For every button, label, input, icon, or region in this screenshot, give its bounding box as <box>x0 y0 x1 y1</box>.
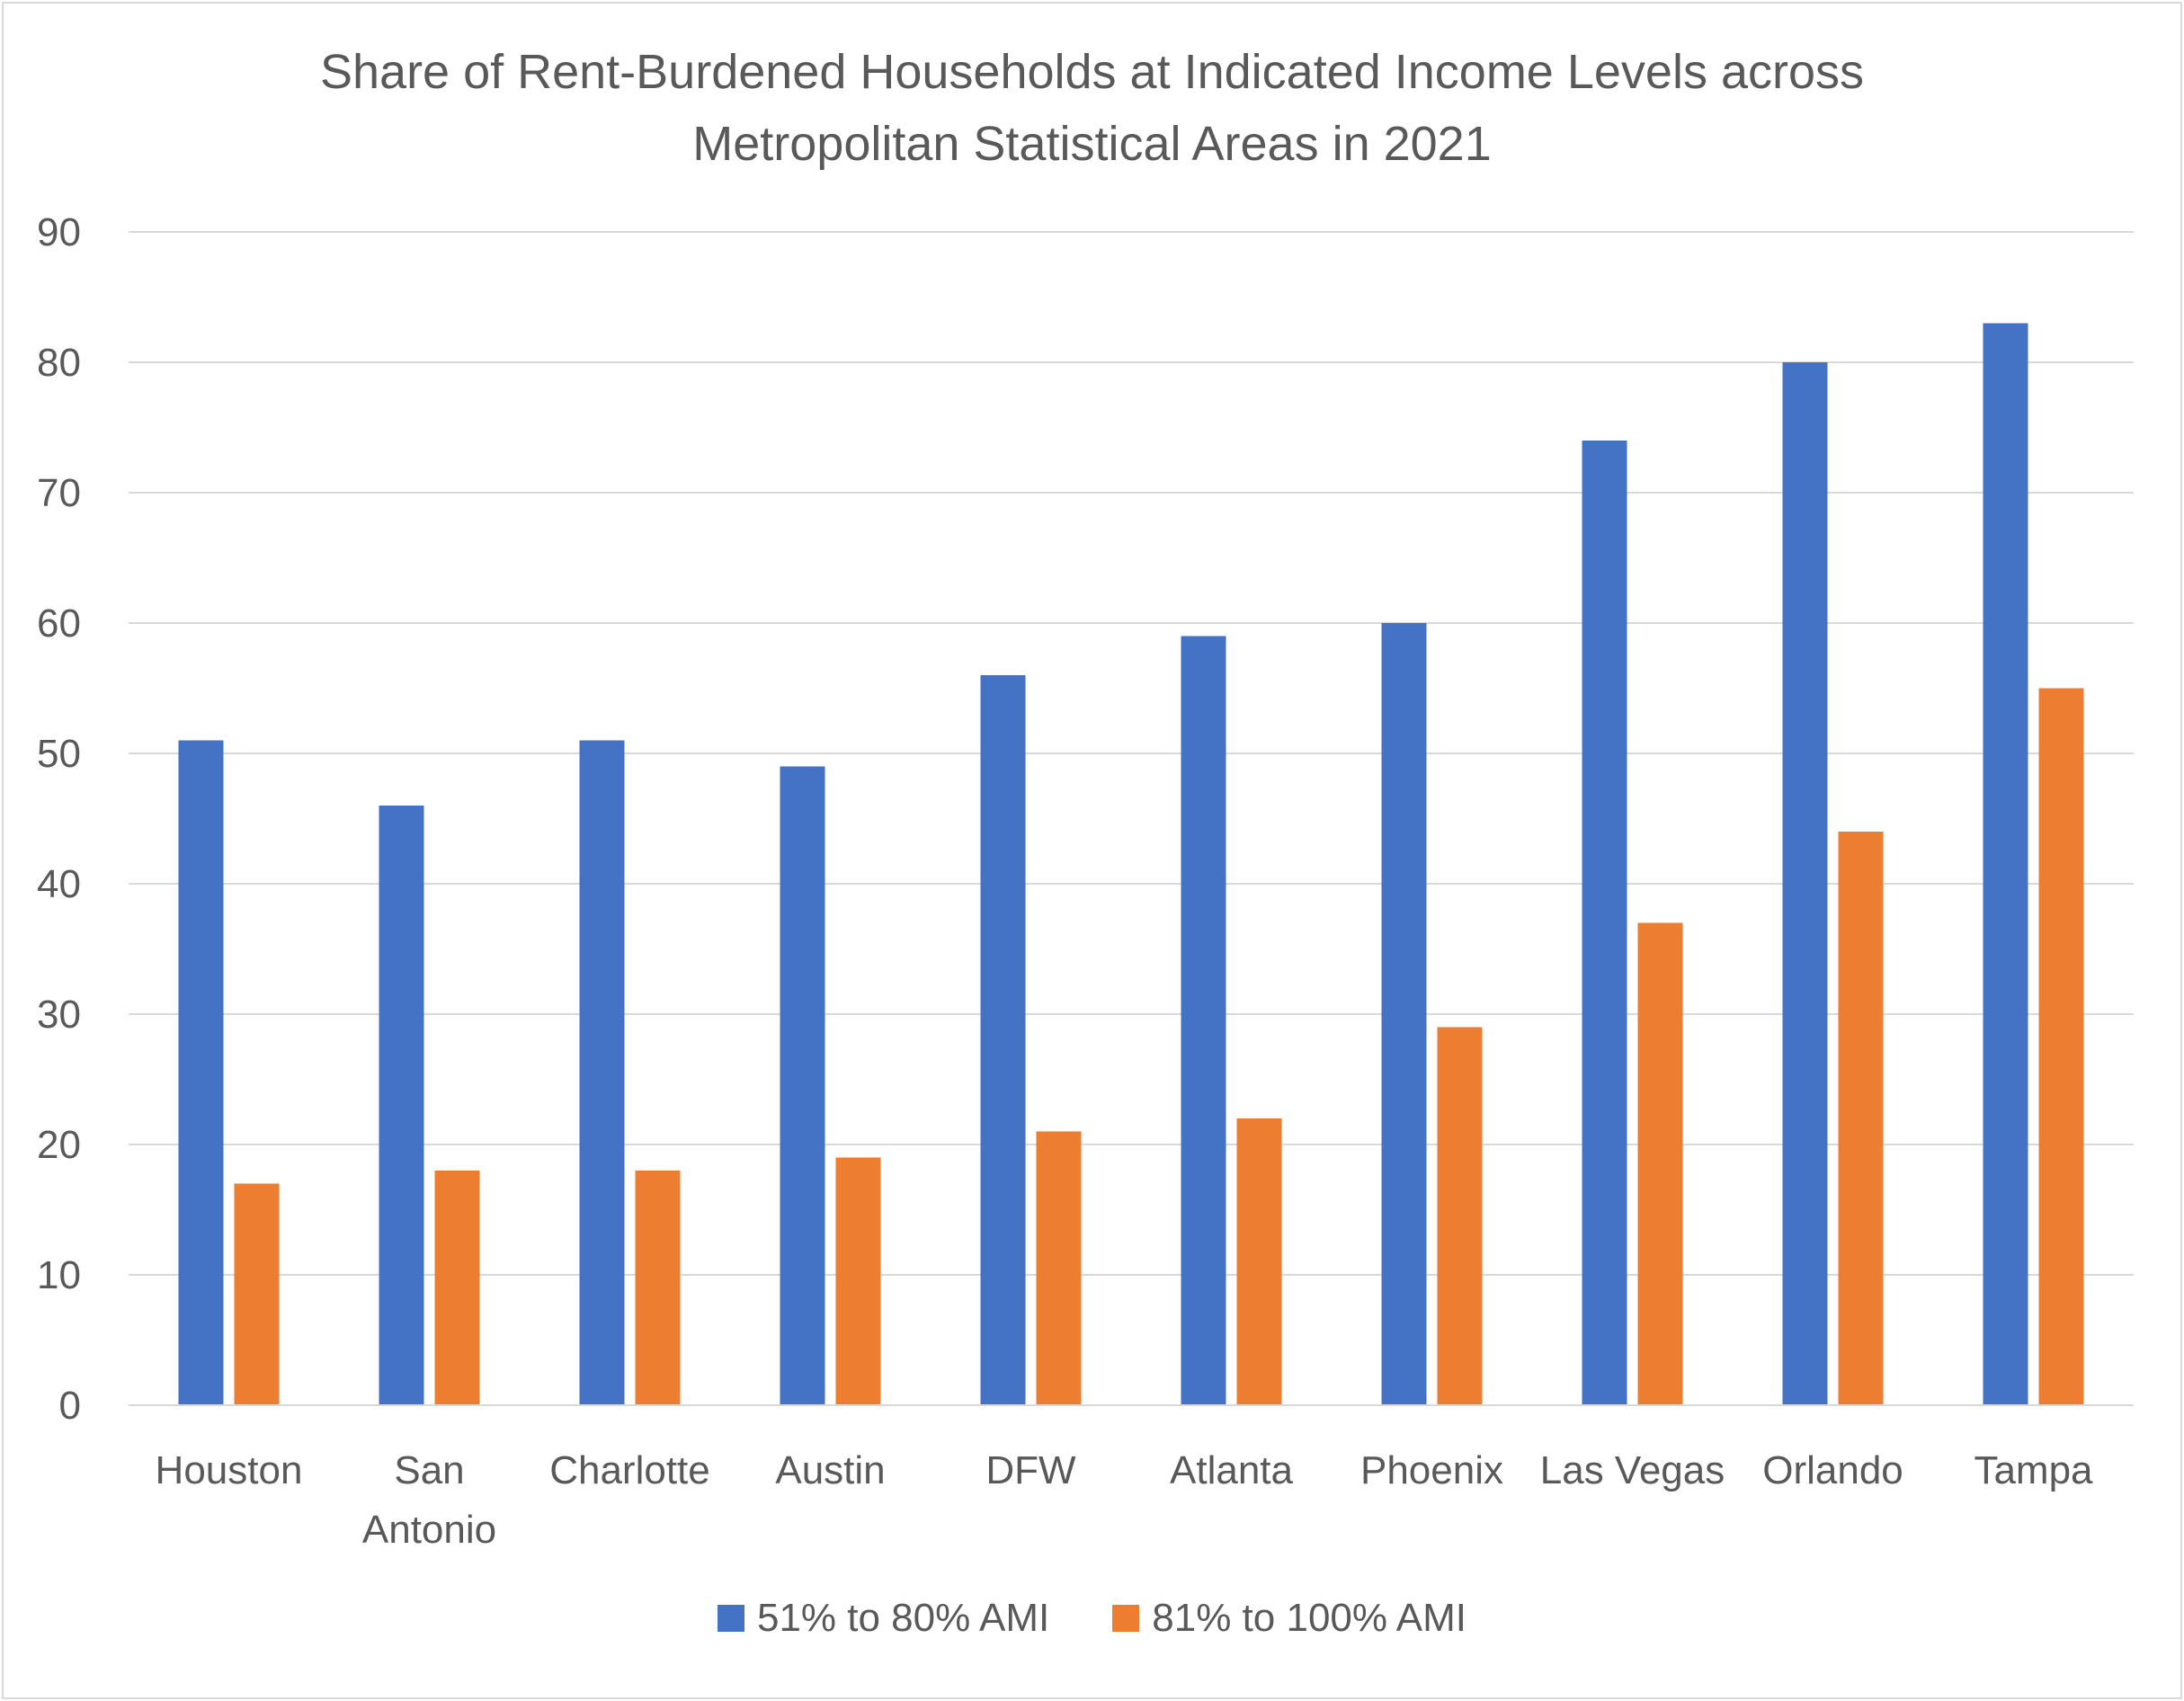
legend-label-series-1: 51% to 80% AMI <box>756 1596 1050 1640</box>
y-tick-label-60: 60 <box>37 601 81 646</box>
bar-atlanta-series-2 <box>1236 1118 1282 1405</box>
bar-phoenix-series-1 <box>1381 623 1427 1405</box>
bar-dfw-series-1 <box>980 675 1026 1405</box>
bar-austin-series-2 <box>835 1157 881 1405</box>
x-tick-label-austin: Austin <box>775 1448 885 1492</box>
y-tick-label-20: 20 <box>37 1123 81 1167</box>
y-tick-label-70: 70 <box>37 471 81 515</box>
x-tick-label-charlotte: Charlotte <box>549 1448 710 1492</box>
legend-swatch-series-2 <box>1112 1605 1140 1632</box>
x-tick-label-houston: Houston <box>156 1448 303 1492</box>
legend-swatch-series-1 <box>717 1605 744 1632</box>
bar-tampa-series-1 <box>1983 323 2028 1405</box>
bar-las-vegas-series-2 <box>1637 922 1683 1405</box>
y-tick-label-80: 80 <box>37 341 81 385</box>
y-tick-label-10: 10 <box>37 1253 81 1297</box>
legend-label-series-2: 81% to 100% AMI <box>1152 1596 1467 1640</box>
x-tick-label-orlando: Orlando <box>1762 1448 1903 1492</box>
bar-san-antonio-series-2 <box>434 1171 480 1405</box>
bar-phoenix-series-2 <box>1437 1027 1483 1405</box>
y-tick-label-0: 0 <box>59 1384 81 1428</box>
bar-dfw-series-2 <box>1036 1131 1082 1405</box>
bar-atlanta-series-1 <box>1181 636 1226 1405</box>
y-tick-label-90: 90 <box>37 210 81 254</box>
x-tick-label-phoenix: Phoenix <box>1360 1448 1503 1492</box>
chart-legend: 51% to 80% AMI 81% to 100% AMI <box>0 1596 2184 1641</box>
chart-title-line-2: Metropolitan Statistical Areas in 2021 <box>692 117 1492 171</box>
bar-charlotte-series-1 <box>579 740 625 1405</box>
legend-item-series-1: 51% to 80% AMI <box>717 1596 1050 1641</box>
x-tick-label-las-vegas: Las Vegas <box>1540 1448 1725 1492</box>
bar-houston-series-2 <box>234 1183 280 1405</box>
x-tick-label-tampa: Tampa <box>1974 1448 2093 1492</box>
x-tick-label-san-antonio: San Antonio <box>362 1448 496 1552</box>
bar-charlotte-series-2 <box>635 1171 681 1405</box>
x-tick-label-dfw: DFW <box>985 1448 1076 1492</box>
x-tick-label-atlanta: Atlanta <box>1170 1448 1294 1492</box>
chart-title: Share of Rent-Burdened Households at Ind… <box>0 36 2184 180</box>
bar-austin-series-1 <box>780 766 825 1405</box>
bar-houston-series-1 <box>178 740 224 1405</box>
bar-tampa-series-2 <box>2038 688 2084 1405</box>
bar-orlando-series-2 <box>1838 832 1884 1405</box>
y-tick-label-50: 50 <box>37 732 81 776</box>
y-tick-label-30: 30 <box>37 993 81 1037</box>
bar-san-antonio-series-1 <box>379 806 424 1405</box>
bar-orlando-series-1 <box>1782 362 1828 1405</box>
legend-item-series-2: 81% to 100% AMI <box>1112 1596 1466 1641</box>
bar-las-vegas-series-1 <box>1582 441 1627 1405</box>
y-tick-label-40: 40 <box>37 862 81 906</box>
chart-title-line-1: Share of Rent-Burdened Households at Ind… <box>319 45 1864 99</box>
